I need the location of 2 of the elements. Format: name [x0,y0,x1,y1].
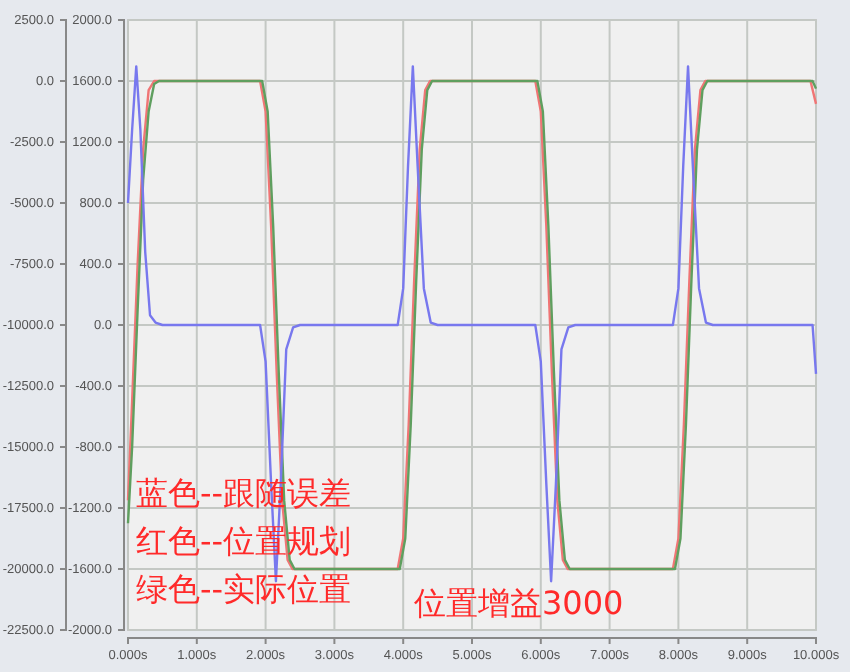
annotation: 位置增益3000 [414,584,624,622]
annotation: 绿色--实际位置 [136,570,352,608]
